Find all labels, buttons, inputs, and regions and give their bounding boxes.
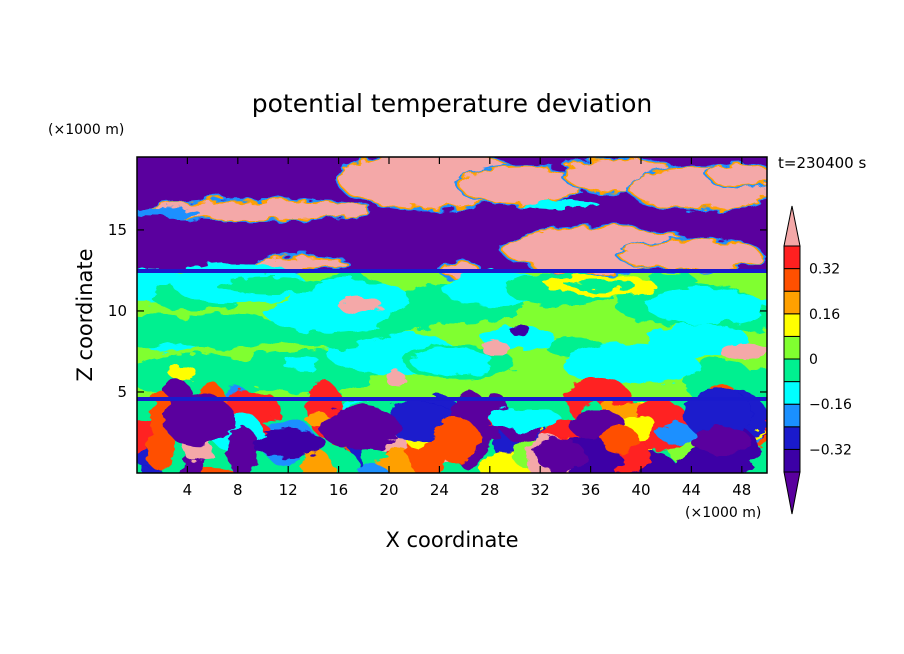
plot-frame: [136, 156, 768, 474]
x-tick-label: 44: [682, 481, 701, 499]
turbulent-cell: [162, 393, 235, 447]
mid-pocket: [281, 357, 322, 370]
pink-anomaly: [385, 370, 405, 386]
x-tick-label: 12: [279, 481, 298, 499]
colorbar-segment: [783, 313, 801, 337]
purple-pocket: [510, 324, 530, 336]
turbulent-cell: [657, 422, 695, 445]
colorbar-segment: [783, 335, 801, 360]
y-axis-ticks: 5 10 15: [108, 221, 767, 401]
colorbar-segment: [783, 290, 801, 315]
x-tick-label: 4: [183, 481, 193, 499]
colorbar-segment: [783, 268, 801, 292]
cyan-streak: [520, 201, 600, 209]
turbulent-cell: [359, 464, 388, 473]
purple-cell: [535, 439, 585, 471]
turbulent-cell: [251, 430, 327, 458]
red-cell: [145, 430, 175, 470]
inversion-line: [137, 397, 767, 401]
x-tick-label: 24: [430, 481, 449, 499]
purple-cell: [320, 406, 400, 450]
colorbar-extend-low: [783, 471, 801, 515]
contour-field: [137, 157, 767, 473]
colorbar-segment: [783, 448, 801, 473]
pink-anomaly: [255, 257, 345, 269]
mid-pocket: [565, 280, 635, 290]
turbulent-cell: [675, 448, 744, 473]
mid-pocket: [137, 314, 200, 347]
turbulent-cell: [684, 388, 753, 440]
pink-anomaly: [460, 167, 580, 203]
cyan-streak: [137, 208, 200, 218]
x-tick-label: 40: [631, 481, 650, 499]
mid-pocket: [682, 370, 755, 394]
yellow-pocket: [168, 364, 196, 380]
y-tick-label: 15: [108, 221, 127, 239]
colorbar-tick-label: 0.16: [809, 307, 840, 323]
turbulent-cell: [488, 408, 562, 431]
turbulent-cell: [302, 450, 333, 473]
colorbar-tick-label: −0.32: [809, 442, 852, 458]
mid-pocket: [166, 313, 280, 350]
red-cell: [602, 425, 638, 455]
pink-anomaly: [338, 296, 382, 314]
purple-cell: [690, 426, 750, 454]
mid-pocket: [646, 287, 764, 325]
y-axis-unit: (×1000 m): [48, 122, 124, 138]
x-tick-label: 8: [233, 481, 243, 499]
x-axis-unit: (×1000 m): [685, 505, 761, 521]
pink-anomaly: [481, 340, 509, 356]
x-tick-label: 48: [732, 481, 751, 499]
x-tick-label: 36: [581, 481, 600, 499]
red-cell: [430, 418, 480, 462]
colorbar-tick-label: 0: [809, 352, 818, 368]
x-tick-label: 16: [329, 481, 348, 499]
x-axis-ticks: 4 8 12 16 20 24 28 32 36 40 44 48: [183, 157, 751, 499]
colorbar: −0.32 −0.16 0 0.16 0.32: [783, 205, 852, 515]
colorbar-segment: [783, 358, 801, 383]
chart-title: potential temperature deviation: [252, 89, 652, 118]
x-tick-label: 32: [531, 481, 550, 499]
tropopause-line: [137, 269, 767, 273]
pink-anomaly: [720, 344, 767, 360]
turbulent-cell: [227, 424, 257, 473]
y-tick-label: 10: [108, 302, 127, 320]
pink-anomaly: [710, 165, 767, 185]
pink-anomaly: [150, 201, 370, 219]
mid-pocket: [649, 272, 697, 288]
x-tick-label: 28: [480, 481, 499, 499]
colorbar-segment: [783, 403, 801, 428]
colorbar-segment: [783, 426, 801, 450]
colorbar-tick-label: −0.16: [809, 397, 852, 413]
mid-pocket: [215, 277, 325, 293]
colorbar-segment: [783, 381, 801, 405]
mid-pocket: [410, 348, 494, 375]
colorbar-extend-high: [783, 205, 801, 247]
pink-anomaly: [620, 241, 760, 269]
x-tick-label: 20: [379, 481, 398, 499]
y-axis-label: Z coordinate: [73, 248, 97, 381]
y-tick-label: 5: [117, 383, 127, 401]
mid-pocket: [598, 352, 669, 375]
x-axis-label: X coordinate: [385, 528, 518, 552]
time-label: t=230400 s: [778, 154, 866, 172]
colorbar-segment: [783, 245, 801, 270]
colorbar-tick-label: 0.32: [809, 262, 840, 278]
